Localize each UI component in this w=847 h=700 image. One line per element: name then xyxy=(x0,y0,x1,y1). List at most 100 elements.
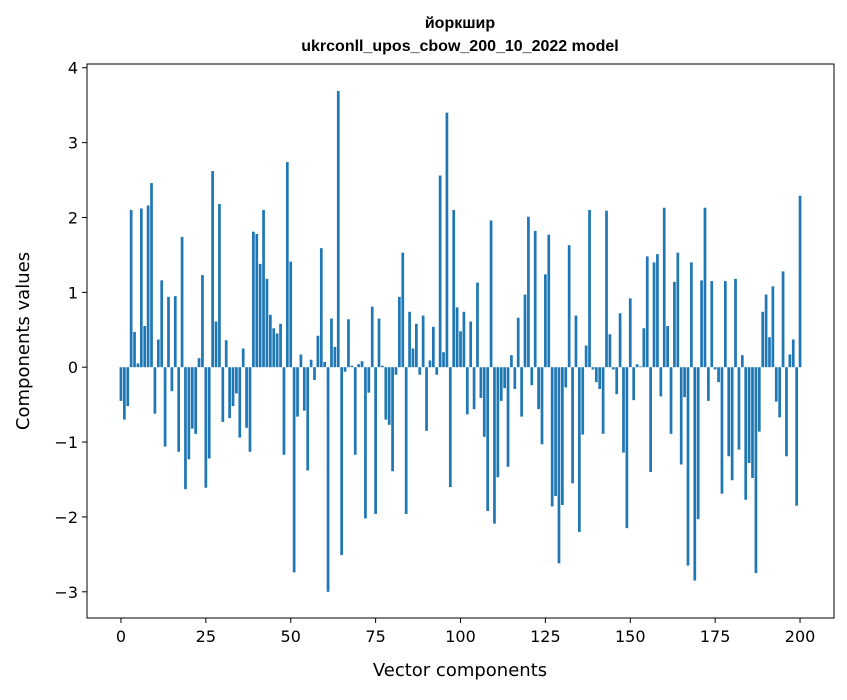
x-tick-label: 0 xyxy=(116,627,126,646)
bar xyxy=(387,367,391,425)
bar xyxy=(398,296,401,368)
bar xyxy=(472,367,476,410)
y-axis-label: Components values xyxy=(13,252,34,430)
y-tick-label: 0 xyxy=(68,358,78,377)
bar xyxy=(452,209,456,368)
bar xyxy=(201,275,204,368)
bar xyxy=(272,328,276,368)
bar xyxy=(326,367,330,592)
bar xyxy=(493,367,496,524)
bar xyxy=(428,360,432,368)
bar xyxy=(313,367,316,380)
bar xyxy=(686,367,690,566)
bar xyxy=(265,278,269,368)
bar xyxy=(431,326,435,368)
bar xyxy=(513,367,517,389)
bar xyxy=(319,248,323,368)
x-axis-ticks: 0 25 50 75 100 125 150 175 200 xyxy=(116,618,815,646)
chart-title-line2: ukrconll_upos_cbow_200_10_2022 model xyxy=(301,38,618,55)
bar xyxy=(690,262,693,368)
bar xyxy=(486,367,490,511)
bar xyxy=(404,367,408,514)
bar xyxy=(662,207,666,368)
bar xyxy=(727,367,731,457)
bar xyxy=(343,367,347,372)
bar xyxy=(584,345,588,368)
bar xyxy=(550,367,554,507)
bar xyxy=(122,367,126,420)
bar xyxy=(435,367,439,375)
x-tick-label: 75 xyxy=(365,627,385,646)
bar xyxy=(503,367,506,389)
bar xyxy=(316,335,320,368)
bar xyxy=(795,367,799,506)
bar xyxy=(632,367,636,401)
bar xyxy=(173,296,177,368)
x-tick-label: 25 xyxy=(196,627,216,646)
bar xyxy=(442,352,445,368)
bar xyxy=(180,236,184,368)
bar xyxy=(133,332,136,368)
bar xyxy=(255,233,259,368)
bar xyxy=(679,367,683,465)
bar xyxy=(564,367,568,388)
bar xyxy=(785,367,788,457)
bar xyxy=(187,367,191,460)
bar xyxy=(683,367,686,398)
bar xyxy=(462,311,466,368)
bar xyxy=(520,367,523,417)
bar xyxy=(211,171,214,368)
bar xyxy=(394,367,398,375)
bar xyxy=(401,252,405,368)
bar xyxy=(622,367,625,453)
bar xyxy=(649,367,653,473)
y-tick-label: 4 xyxy=(68,59,78,78)
bar xyxy=(723,281,727,368)
bar xyxy=(445,112,449,368)
bar xyxy=(374,367,377,514)
bar xyxy=(516,317,520,368)
bar xyxy=(482,367,486,437)
bar xyxy=(540,367,544,445)
x-tick-label: 200 xyxy=(785,627,816,646)
x-tick-label: 100 xyxy=(445,627,476,646)
bar xyxy=(228,367,231,419)
bar xyxy=(418,367,422,375)
bar xyxy=(268,314,272,368)
x-tick-label: 125 xyxy=(530,627,561,646)
bar xyxy=(214,321,218,368)
bar xyxy=(411,348,415,368)
bar xyxy=(231,367,235,407)
bar xyxy=(615,367,619,395)
bar xyxy=(601,367,605,434)
bar xyxy=(676,252,680,368)
bar xyxy=(248,367,252,452)
y-tick-label: 1 xyxy=(68,283,78,302)
bar xyxy=(336,90,340,368)
bar xyxy=(588,209,591,368)
bar xyxy=(608,334,612,368)
bar xyxy=(642,328,646,368)
bar xyxy=(713,367,717,370)
bar xyxy=(523,294,527,368)
x-tick-label: 175 xyxy=(700,627,731,646)
bar xyxy=(567,245,571,368)
bar xyxy=(737,367,741,450)
bar xyxy=(252,231,255,368)
bar xyxy=(184,367,187,490)
bar xyxy=(757,367,761,432)
bar xyxy=(455,307,459,368)
bar xyxy=(639,366,642,368)
x-axis-label: Vector components xyxy=(373,660,547,681)
bar xyxy=(150,183,153,368)
x-tick-label: 50 xyxy=(281,627,301,646)
bar xyxy=(218,203,221,368)
bar xyxy=(377,318,381,368)
y-tick-label: −3 xyxy=(54,583,78,602)
bar xyxy=(744,367,748,500)
bar xyxy=(489,220,493,368)
bar xyxy=(547,234,551,368)
bar xyxy=(160,280,164,368)
bar xyxy=(353,367,357,455)
bar xyxy=(306,367,310,471)
